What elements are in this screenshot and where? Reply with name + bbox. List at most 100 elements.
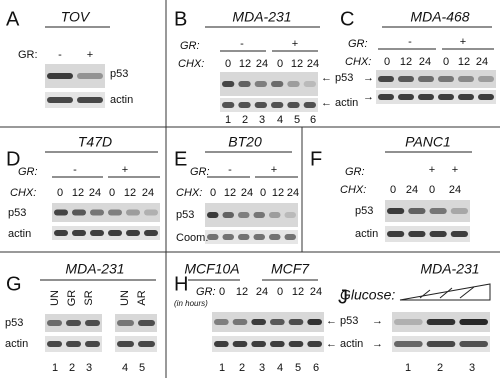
band [108, 230, 122, 236]
band [254, 102, 267, 108]
band [222, 81, 235, 87]
blot [220, 98, 318, 112]
row-label: ← p53 [326, 315, 358, 327]
treatment-label: UN [119, 290, 131, 306]
band [284, 234, 296, 240]
band [207, 234, 219, 240]
blot [220, 72, 318, 96]
band [438, 76, 454, 82]
blot [205, 203, 298, 227]
chx-value: 12 [72, 187, 84, 199]
band [418, 76, 434, 82]
band [138, 320, 155, 326]
panel-letter: J [338, 286, 348, 308]
panel-letter: F [310, 148, 322, 170]
blot [212, 312, 324, 332]
band [47, 73, 73, 79]
band [387, 231, 405, 237]
time-value: 24 [310, 286, 322, 298]
gr-sign: + [271, 164, 277, 176]
chx-label: CHX: [176, 187, 202, 199]
band [254, 81, 267, 87]
chx-value: 24 [307, 58, 319, 70]
band [126, 209, 140, 216]
panel-letter: H [174, 273, 188, 295]
band [222, 102, 235, 108]
band [47, 320, 62, 326]
glucose-label: Glucose: [340, 287, 395, 303]
band [459, 319, 488, 325]
chx-value: 24 [287, 187, 299, 199]
gr-label: GR: [348, 38, 368, 50]
panel-letter: E [174, 148, 187, 170]
band [271, 102, 284, 108]
row-label: → [363, 72, 374, 84]
blot [115, 336, 157, 352]
gr-sign: + [292, 38, 298, 50]
row-label: p53 [5, 317, 23, 329]
band [378, 76, 394, 82]
band [287, 102, 300, 108]
lane-number: 2 [69, 362, 75, 374]
panel-title: BT20 [228, 134, 262, 150]
band [269, 212, 281, 218]
chx-value: 24 [449, 184, 461, 196]
band [398, 76, 414, 82]
chx-value: 0 [260, 187, 266, 199]
chx-value: 0 [210, 187, 216, 199]
chx-value: 24 [241, 187, 253, 199]
band [426, 319, 456, 325]
blot [376, 70, 496, 88]
band [66, 320, 81, 326]
wedge-hatch [419, 289, 431, 299]
panel-letter: G [6, 273, 22, 295]
band [270, 341, 285, 347]
chx-value: 24 [89, 187, 101, 199]
row-label: ← actin [321, 97, 358, 109]
band [66, 341, 81, 347]
gr-sign: + [122, 164, 128, 176]
wedge-hatch [439, 287, 453, 299]
chx-value: 0 [109, 187, 115, 199]
band [394, 319, 423, 325]
band [271, 81, 284, 87]
chx-value: 0 [384, 56, 390, 68]
band [232, 319, 248, 325]
gr-sign: - [240, 38, 244, 50]
band [458, 94, 474, 100]
chx-value: 0 [277, 58, 283, 70]
chx-label: CHX: [345, 56, 371, 68]
blot [115, 314, 157, 332]
lane-number: 4 [277, 114, 283, 126]
band [269, 234, 281, 240]
panel-title: PANC1 [405, 134, 451, 150]
time-value: 12 [292, 286, 304, 298]
band [478, 94, 494, 100]
band [408, 208, 426, 214]
band [394, 341, 423, 347]
band [90, 230, 104, 236]
panel-letter: D [6, 148, 20, 170]
band [450, 231, 468, 237]
chx-value: 12 [224, 187, 236, 199]
blot [205, 230, 298, 244]
band [72, 209, 86, 216]
panel-title: MCF7 [271, 261, 310, 277]
band [418, 94, 434, 100]
panel-letter: C [340, 8, 354, 30]
band [214, 341, 229, 347]
band [108, 209, 122, 216]
band [47, 341, 62, 347]
row-label: p53 [110, 68, 128, 80]
row-label: actin [110, 94, 133, 106]
chx-value: 0 [429, 184, 435, 196]
lane-number: 5 [139, 362, 145, 374]
gr-sign: - [73, 164, 77, 176]
blot [385, 200, 470, 222]
gr-sign: + [460, 36, 466, 48]
time-value: 0 [219, 286, 225, 298]
band [85, 320, 100, 326]
lane-number: 1 [405, 362, 411, 374]
row-label: actin [5, 338, 28, 350]
